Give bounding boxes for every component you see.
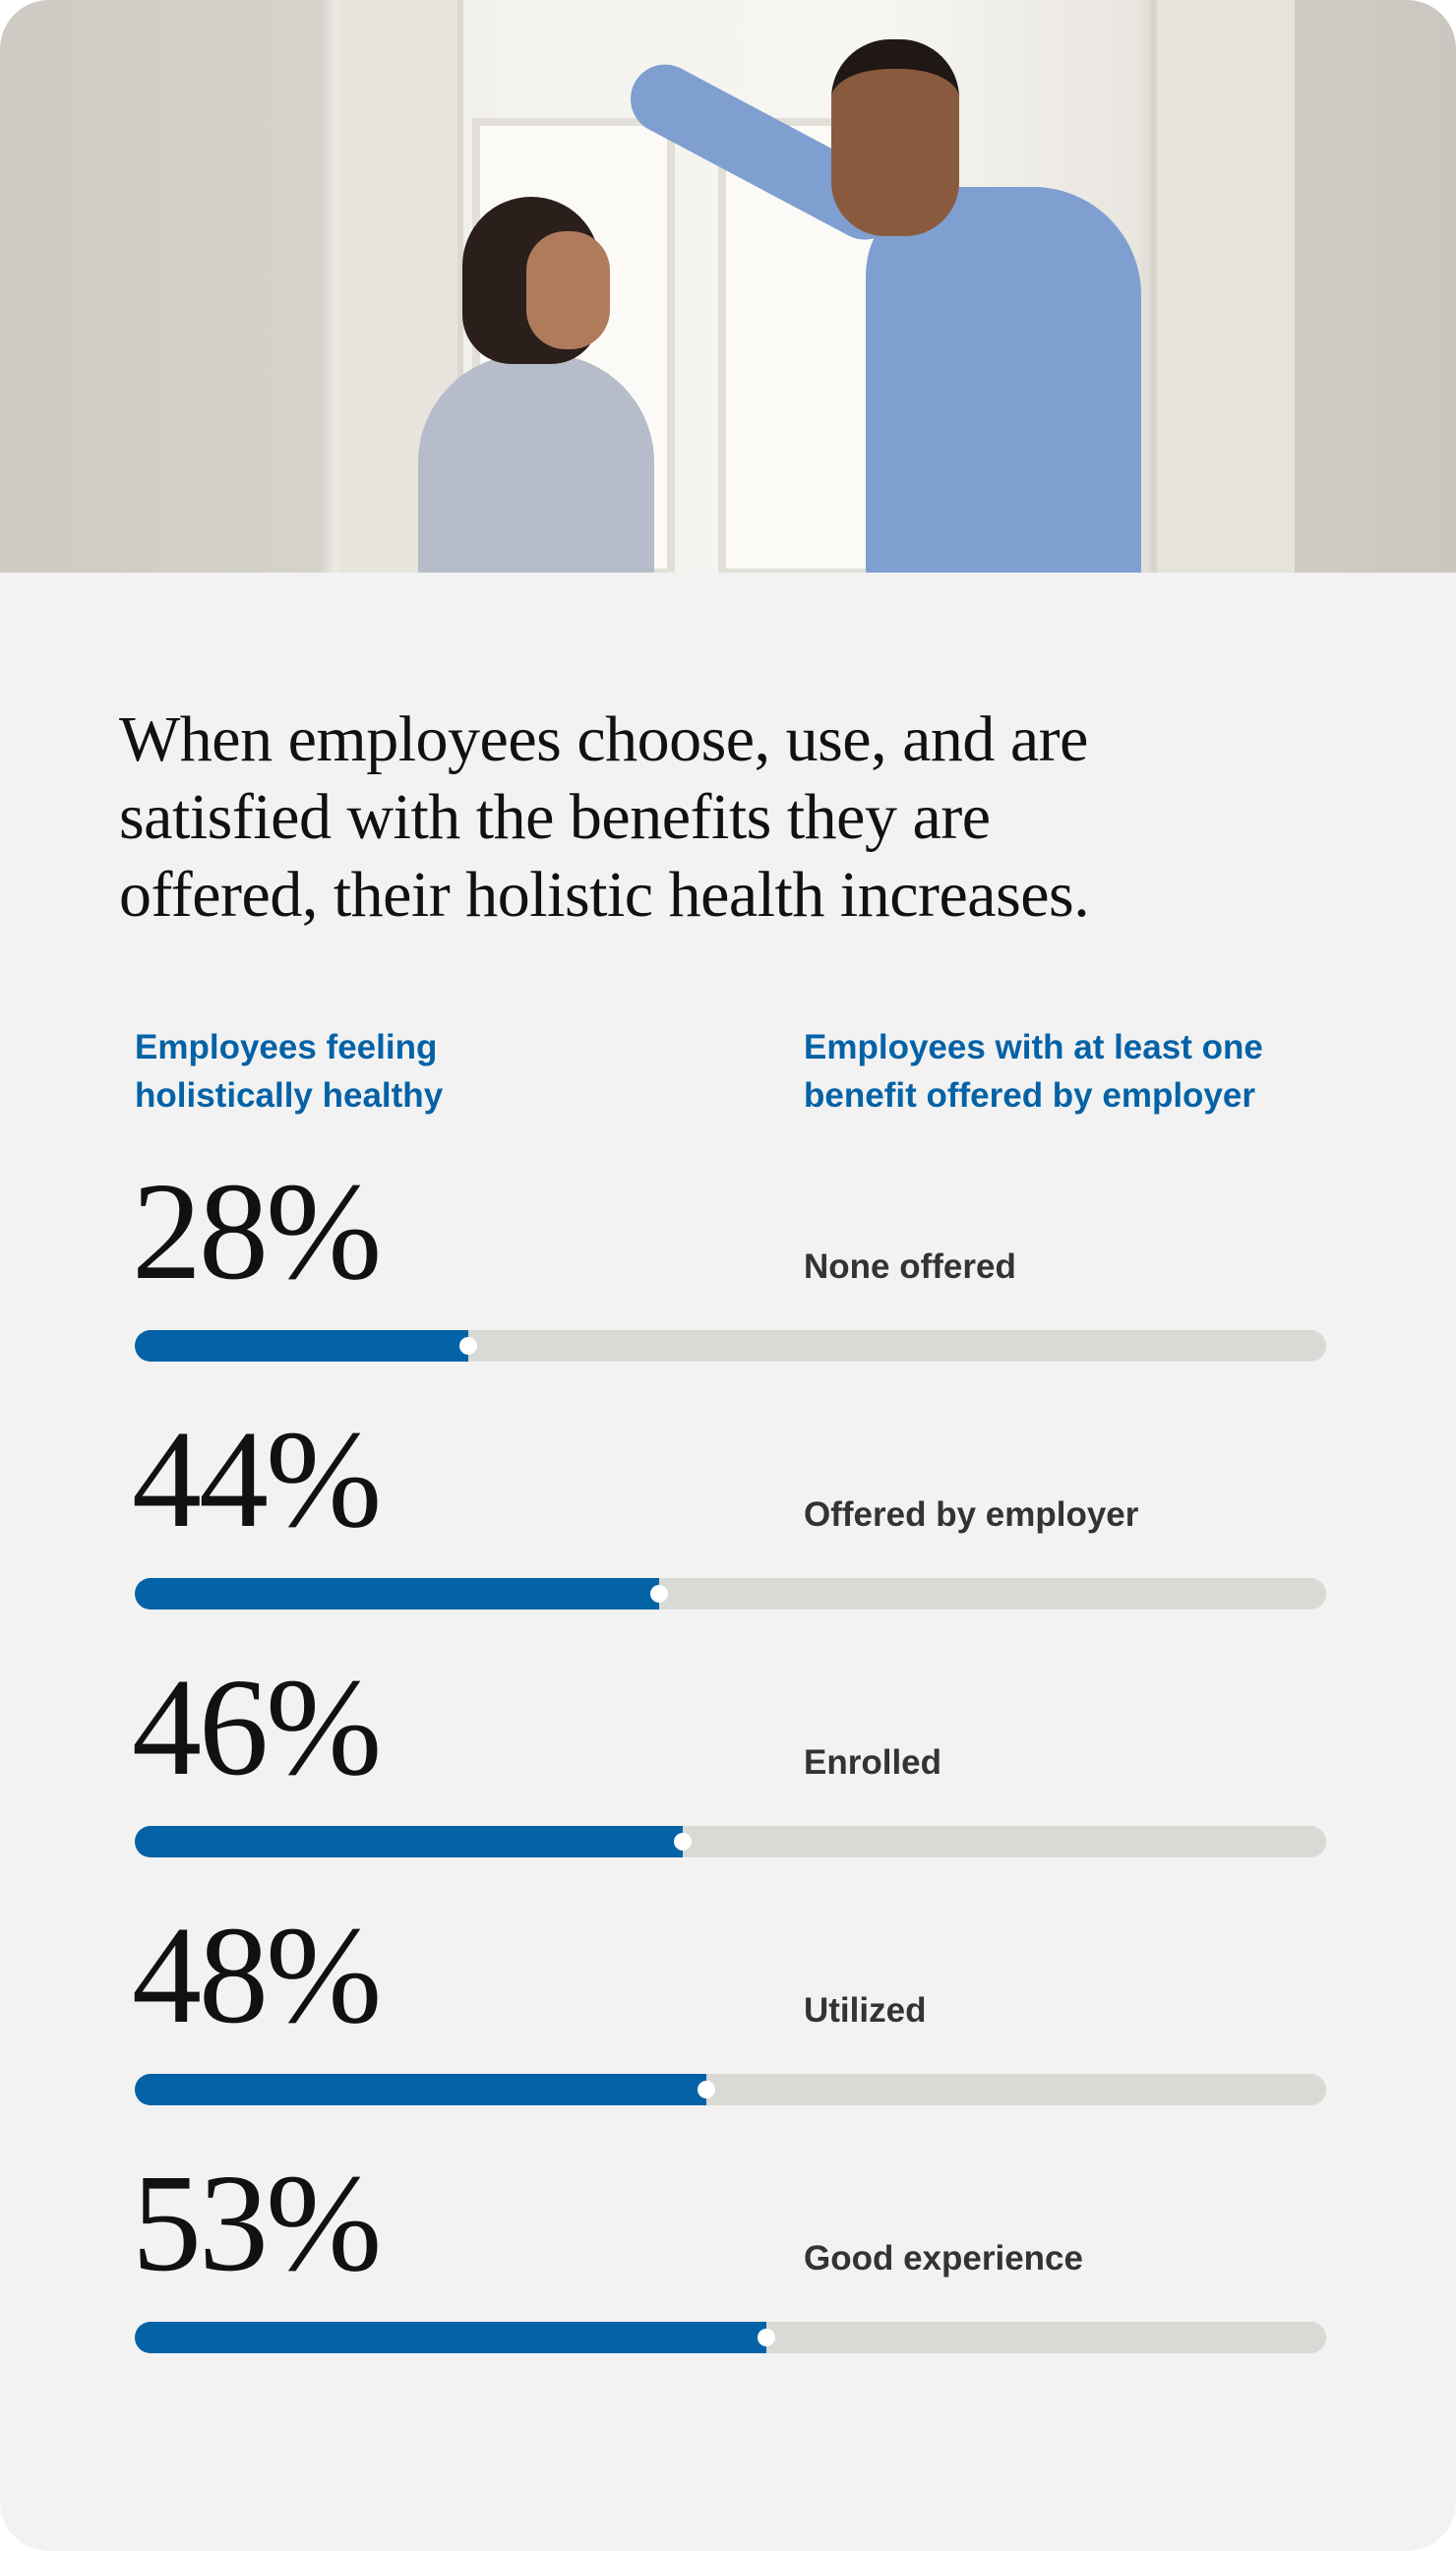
man-head [831, 39, 959, 236]
bar-end-marker [757, 2329, 775, 2346]
percent-value: 48% [132, 1897, 382, 2052]
category-label: Enrolled [804, 1743, 942, 1782]
headline-line: offered, their holistic health increases… [119, 859, 1090, 931]
bar-track [135, 1330, 1326, 1362]
category-label: Utilized [804, 1991, 927, 2030]
bar-track [135, 2322, 1326, 2353]
column-header-line: holistically healthy [135, 1076, 444, 1115]
percent-value: 44% [132, 1401, 382, 1556]
category-label: Good experience [804, 2239, 1083, 2278]
door-frame-right [1151, 0, 1295, 573]
bar-fill [135, 1826, 684, 1857]
bar-fill [135, 1330, 469, 1362]
bar-track [135, 1578, 1326, 1610]
bar-fill [135, 2322, 766, 2353]
column-header-line: benefit offered by employer [804, 1076, 1255, 1115]
bar-track [135, 1826, 1326, 1857]
percent-value: 53% [132, 2145, 382, 2300]
column-header-healthy: Employees feeling holistically healthy [135, 1023, 686, 1120]
bar-end-marker [649, 1585, 668, 1603]
bar-fill [135, 2074, 707, 2105]
bar-end-marker [459, 1337, 478, 1355]
bar-row: 46% Enrolled [0, 1657, 1456, 1905]
column-header-line: Employees with at least one [804, 1028, 1263, 1066]
child-face [526, 231, 610, 349]
bar-fill [135, 1578, 659, 1610]
headline: When employees choose, use, and are sati… [119, 700, 1300, 934]
door-frame-left [339, 0, 463, 573]
headline-line: satisfied with the benefits they are [119, 781, 991, 853]
bar-end-marker [698, 2081, 716, 2098]
percent-value: 28% [132, 1153, 382, 1308]
category-label: Offered by employer [804, 1495, 1139, 1534]
category-label: None offered [804, 1247, 1016, 1286]
man-shirt [866, 187, 1141, 573]
child-dress [418, 354, 654, 573]
bar-row: 48% Utilized [0, 1905, 1456, 2153]
headline-line: When employees choose, use, and are [119, 703, 1088, 775]
column-header-line: Employees feeling [135, 1028, 438, 1066]
hero-photo [0, 0, 1456, 573]
bar-row: 28% None offered [0, 1161, 1456, 1409]
percent-value: 46% [132, 1649, 382, 1804]
bar-row: 53% Good experience [0, 2153, 1456, 2400]
bar-track [135, 2074, 1326, 2105]
bar-row: 44% Offered by employer [0, 1409, 1456, 1657]
bar-end-marker [674, 1833, 693, 1851]
column-header-benefit: Employees with at least one benefit offe… [804, 1023, 1355, 1120]
